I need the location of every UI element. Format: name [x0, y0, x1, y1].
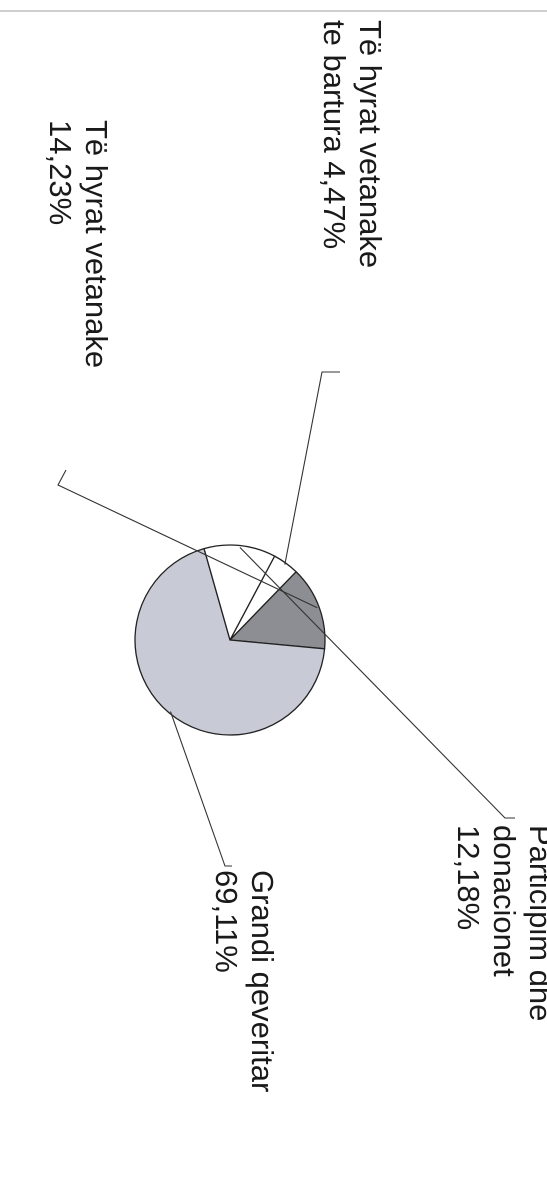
leader-own-revenue-carried [284, 371, 340, 565]
label-group-own-revenue: Të hyrat vetanake 14,23% [43, 120, 114, 368]
slice-participation-donations [203, 544, 276, 641]
label-own-revenue-carried-line1: Të hyrat vetanake [353, 20, 388, 268]
label-own-revenue-line2: 14,23% [43, 120, 78, 225]
label-participation-line1: Participim dhe [523, 825, 547, 1021]
label-group-government-grant: Grandi qeveritar 69,11% [209, 870, 280, 1092]
label-participation-line3: 12,18% [451, 825, 486, 930]
label-government-grant-line2: 69,11% [209, 870, 244, 973]
label-participation-line2: donacionet [487, 825, 522, 977]
label-group-participation-donations: Participim dhe donacionet 12,18% [451, 825, 547, 1021]
slice-government-grant [134, 547, 326, 736]
leader-own-revenue [57, 469, 318, 609]
slice-own-revenue [229, 571, 326, 650]
label-own-revenue-carried-line2: te bartura 4,47% [317, 20, 352, 249]
label-own-revenue-line1: Të hyrat vetanake [79, 120, 114, 368]
leader-participation-donations [239, 547, 515, 819]
leader-government-grant [169, 711, 232, 867]
label-group-own-revenue-carried: Të hyrat vetanake te bartura 4,47% [317, 20, 388, 268]
label-government-grant-line1: Grandi qeveritar [245, 870, 280, 1092]
